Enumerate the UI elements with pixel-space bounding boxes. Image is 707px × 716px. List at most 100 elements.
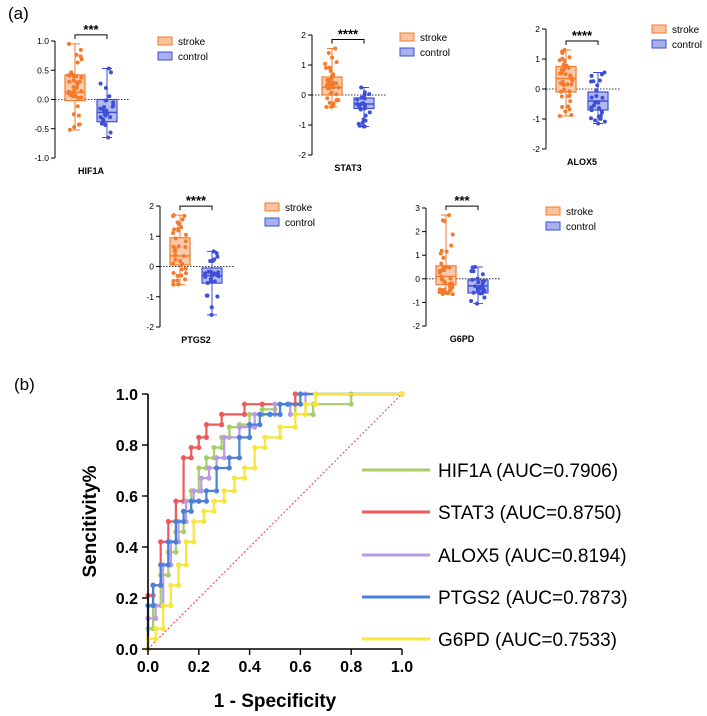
boxplot-stat3: 2 1 0 -1 -2 **** STAT3 stroke control [298, 27, 450, 174]
data-point-stroke [560, 79, 565, 84]
x-tick-label: 0.6 [289, 659, 311, 676]
roc-point-ptgs2 [247, 422, 253, 428]
data-point-control [359, 85, 364, 90]
x-axis-label: HIF1A [78, 166, 105, 176]
roc-point-g6pd [175, 582, 182, 588]
data-point-stroke [448, 287, 453, 292]
significance-stars: **** [572, 28, 593, 43]
significance-stars: *** [83, 22, 99, 37]
legend-swatch-control [399, 47, 415, 57]
roc-point-g6pd [252, 444, 258, 451]
roc-point-ptgs2 [277, 411, 283, 417]
roc-point-g6pd [153, 636, 159, 642]
legend-label-ptgs2: PTGS2 (AUC=0.7873) [438, 588, 628, 609]
data-point-stroke [566, 65, 571, 70]
data-point-control [480, 291, 485, 296]
data-point-control [598, 113, 603, 118]
legend-label-stroke: stroke [285, 203, 313, 214]
data-point-control [203, 274, 208, 279]
data-point-control [367, 92, 372, 97]
x-axis-label: PTGS2 [181, 335, 211, 345]
significance-bracket [445, 205, 479, 211]
data-point-stroke [176, 282, 181, 287]
data-point-stroke [447, 284, 452, 289]
data-point-stroke [71, 84, 76, 89]
data-point-control [479, 286, 484, 291]
data-point-stroke [74, 85, 79, 90]
significance-bracket [331, 39, 365, 44]
roc-point-alox5 [213, 455, 220, 461]
legend-swatch-stroke [651, 24, 667, 34]
data-point-stroke [79, 75, 84, 80]
data-point-control [211, 249, 216, 254]
data-point-control [361, 124, 366, 129]
roc-point-g6pd [168, 603, 174, 609]
data-point-stroke [77, 79, 82, 84]
roc-point-g6pd [153, 626, 159, 632]
data-point-stroke [333, 46, 338, 51]
data-point-control [475, 276, 480, 281]
roc-point-alox5 [221, 434, 227, 440]
roc-point-hif1a [219, 444, 225, 451]
y-tick-label: 0.0 [37, 95, 49, 105]
roc-point-g6pd [313, 391, 319, 397]
data-point-control [363, 102, 368, 107]
data-point-control [110, 104, 115, 109]
data-point-stroke [75, 104, 80, 109]
data-point-stroke [448, 276, 453, 281]
roc-point-g6pd [183, 539, 189, 545]
data-point-stroke [558, 71, 563, 76]
roc-point-hif1a [259, 406, 265, 412]
roc-point-g6pd [160, 626, 166, 632]
data-point-control [359, 101, 364, 106]
roc-point-alox5 [153, 615, 159, 622]
data-point-stroke [75, 82, 80, 87]
legend-label-stroke: stroke [420, 33, 448, 44]
roc-point-g6pd [277, 424, 283, 430]
y-tick-label: -1 [298, 120, 306, 130]
roc-point-hif1a [173, 549, 179, 555]
data-point-control [107, 94, 112, 99]
data-point-control [480, 272, 485, 277]
data-point-stroke [449, 243, 454, 248]
roc-point-g6pd [292, 424, 298, 430]
roc-point-stat3 [196, 434, 202, 440]
boxplot-ptgs2: 2 1 0 -1 -2 **** PTGS2 stroke control [146, 193, 315, 345]
roc-point-stat3 [165, 518, 171, 525]
y-tick-label: -1 [532, 114, 540, 124]
data-point-stroke [171, 261, 176, 266]
data-point-stroke [561, 82, 566, 87]
data-point-stroke [74, 52, 79, 57]
roc-point-ptgs2 [188, 498, 194, 504]
data-point-stroke [330, 55, 335, 60]
data-point-control [474, 301, 479, 306]
roc-point-ptgs2 [165, 562, 171, 568]
data-point-stroke [439, 277, 444, 282]
data-point-stroke [443, 280, 448, 285]
data-point-stroke [72, 88, 77, 93]
y-tick-label: 0.8 [116, 438, 138, 455]
data-point-control [362, 90, 367, 95]
data-point-stroke [79, 95, 84, 100]
data-point-stroke [66, 73, 71, 78]
roc-point-ptgs2 [173, 518, 179, 525]
data-point-stroke [179, 267, 184, 272]
y-tick-label: 2 [301, 30, 306, 40]
legend-label-alox5: ALOX5 (AUC=0.8194) [438, 546, 627, 567]
roc-point-ptgs2 [196, 498, 202, 504]
data-point-stroke [324, 65, 329, 70]
y-tick-label: 0.4 [116, 540, 138, 557]
data-point-control [212, 279, 217, 284]
x-tick-label: 0.2 [188, 659, 210, 676]
data-point-control [594, 93, 599, 98]
data-point-stroke [560, 50, 565, 55]
data-point-stroke [331, 80, 336, 85]
data-point-control [206, 269, 211, 274]
data-point-control [111, 100, 116, 105]
data-point-stroke [567, 107, 572, 112]
data-point-stroke [76, 122, 81, 127]
data-point-control [589, 116, 594, 121]
data-point-control [595, 83, 600, 88]
data-point-stroke [182, 213, 187, 218]
data-point-stroke [72, 125, 77, 130]
